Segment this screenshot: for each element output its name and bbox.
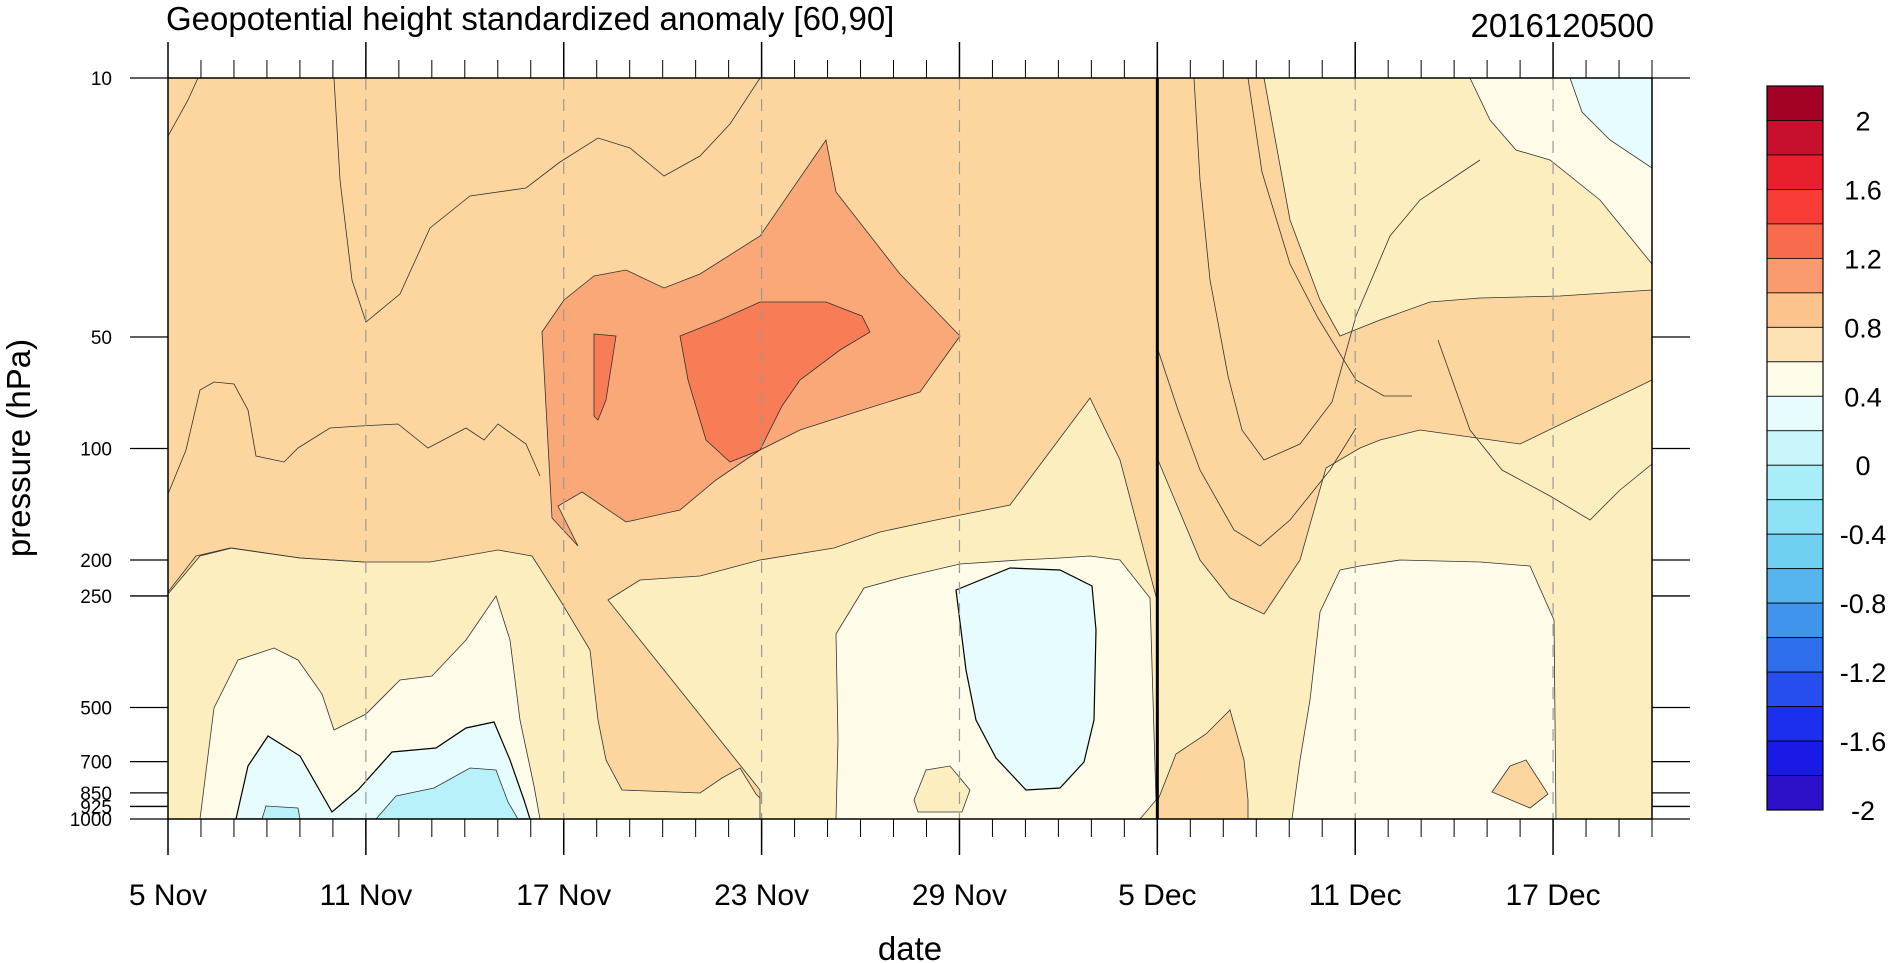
x-tick-label: 5 Nov <box>129 879 207 912</box>
colorbar-swatch <box>1766 361 1824 397</box>
y-axis-label: pressure (hPa) <box>0 339 37 557</box>
colorbar-label: -0.8 <box>1840 589 1887 619</box>
y-tick-label: 850 <box>80 784 112 805</box>
colorbar-label: 1.2 <box>1844 244 1882 274</box>
contour-line-east-1 <box>1193 78 1481 461</box>
colorbar-swatch <box>1766 533 1824 570</box>
colorbar-labels: 2 1.6 1.2 0.8 0.4 0 -0.4 -0.8 -1.2 -1.6 -2 <box>1840 106 1887 826</box>
colorbar-label: 2 <box>1855 106 1870 136</box>
colorbar-swatch <box>1766 464 1824 501</box>
y-tick-label: 700 <box>80 753 112 774</box>
contour-neg-mid <box>955 567 1097 791</box>
contour-neg-corner <box>1569 78 1652 169</box>
contour-line-lower-band <box>168 381 541 495</box>
x-tick-label: 17 Dec <box>1506 879 1601 912</box>
x-axis-label: date <box>878 930 942 963</box>
x-tick-label: 17 Nov <box>516 879 611 912</box>
contour-0-east-pocket <box>1291 559 1557 819</box>
contour-1.2-1.6-main <box>679 301 871 463</box>
colorbar-label: -1.2 <box>1840 658 1887 688</box>
colorbar-swatch <box>1766 430 1824 466</box>
colorbar-swatch <box>1766 326 1824 363</box>
colorbar-swatch <box>1766 154 1824 190</box>
x-tick-label: 11 Dec <box>1309 879 1402 912</box>
date-code: 2016120500 <box>1470 7 1654 44</box>
colorbar-label: -2 <box>1851 796 1875 826</box>
colorbar <box>1766 85 1824 811</box>
colorbar-swatch <box>1766 189 1824 225</box>
colorbar-frame <box>1766 85 1824 811</box>
colorbar-swatch <box>1766 223 1824 259</box>
y-tick-label: 10 <box>91 69 112 90</box>
y-tick-label: 50 <box>91 328 112 349</box>
colorbar-label: 1.6 <box>1844 175 1882 205</box>
colorbar-label: 0.8 <box>1844 313 1882 343</box>
contour-lines <box>168 78 1652 593</box>
y-tick-label: 500 <box>80 698 112 719</box>
contour-line-east-4 <box>1437 339 1652 521</box>
colorbar-swatch <box>1766 637 1824 673</box>
colorbar-swatch <box>1766 706 1824 742</box>
contour-neg-west-small <box>261 805 301 819</box>
contour-line-lower-band-2 <box>168 547 365 593</box>
colorbar-swatch <box>1766 257 1824 294</box>
contour-warm-small-2 <box>913 765 971 813</box>
colorbar-swatch <box>1766 85 1824 121</box>
colorbar-swatch <box>1766 671 1824 707</box>
colorbar-label: -1.6 <box>1840 727 1887 757</box>
contour-fill <box>168 78 1652 819</box>
y-tick-label: 925 <box>80 797 112 818</box>
x-tick-label: 11 Nov <box>319 879 412 912</box>
x-tick-label: 23 Nov <box>714 879 809 912</box>
colorbar-label: 0.4 <box>1844 382 1882 412</box>
colorbar-swatch <box>1766 740 1824 776</box>
x-tick-label: 29 Nov <box>912 879 1007 912</box>
colorbar-label: 0 <box>1855 451 1870 481</box>
contour-warm-surface <box>1157 709 1249 819</box>
colorbar-swatch <box>1766 602 1824 639</box>
x-tick-label: 5 Dec <box>1118 879 1196 912</box>
y-tick-label: 100 <box>80 440 112 461</box>
colorbar-swatch <box>1766 499 1824 535</box>
colorbar-swatch <box>1766 292 1824 328</box>
contour-1.2-1.6-sliver <box>593 333 617 421</box>
colorbar-swatch <box>1766 395 1824 432</box>
contour-line-upper-nov11 <box>333 78 761 323</box>
y-tick-label: 250 <box>80 587 112 608</box>
colorbar-label: -0.4 <box>1840 520 1887 550</box>
contour-neg-west-deep <box>375 767 519 819</box>
x-axis-ticks: 5 Nov 11 Nov 17 Nov 23 Nov 29 Nov 5 Dec 11 Dec… <box>129 42 1601 912</box>
y-tick-label: 200 <box>80 551 112 572</box>
contour-line-east-3 <box>1157 349 1357 547</box>
contour-warm-small <box>1491 759 1549 809</box>
contour-line-east-2 <box>1247 78 1412 397</box>
chart-title: Geopotential height standardized anomaly… <box>166 0 894 37</box>
y-tick-label: 1000 <box>70 810 112 831</box>
colorbar-swatch <box>1766 775 1824 811</box>
colorbar-swatch <box>1766 568 1824 604</box>
colorbar-swatch <box>1766 120 1824 156</box>
contour-line-upper-west <box>168 78 199 137</box>
